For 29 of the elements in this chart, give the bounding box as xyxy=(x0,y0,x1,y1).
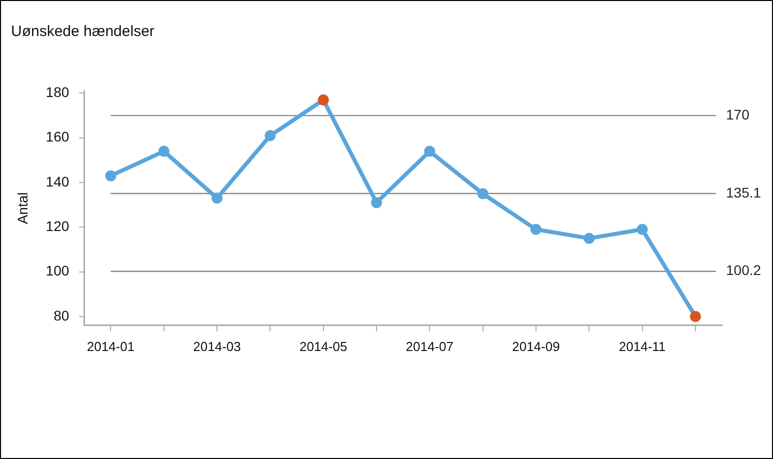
y-tick-label: 160 xyxy=(46,128,70,145)
point xyxy=(530,224,542,235)
point xyxy=(264,130,276,142)
point xyxy=(636,224,648,235)
point xyxy=(424,146,436,157)
point xyxy=(690,310,701,322)
point xyxy=(212,192,223,204)
x-tick-label: 2014-01 xyxy=(86,338,135,354)
ref-line-label: 135.1 xyxy=(726,184,762,200)
y-axis-title: Antal xyxy=(14,192,30,224)
y-tick-label: 120 xyxy=(46,218,70,234)
point xyxy=(105,170,116,182)
point xyxy=(477,188,488,200)
ref-line-label: 170 xyxy=(726,106,750,122)
point xyxy=(318,94,329,106)
point xyxy=(584,232,595,244)
point xyxy=(158,146,170,157)
chart-title: Uønskede hændelser xyxy=(11,23,154,40)
x-tick-label: 2014-05 xyxy=(299,338,348,354)
ref-line-label: 100.2 xyxy=(726,262,762,278)
x-tick-label: 2014-09 xyxy=(512,338,560,354)
x-tick-label: 2014-07 xyxy=(406,338,454,354)
x-tick-label: 2014-11 xyxy=(618,338,666,354)
y-tick-label: 80 xyxy=(54,307,70,324)
y-tick-label: 180 xyxy=(46,84,70,100)
y-tick-label: 100 xyxy=(46,262,70,279)
y-tick-label: 140 xyxy=(46,173,70,190)
point xyxy=(371,197,382,208)
x-tick-label: 2014-03 xyxy=(193,338,241,354)
